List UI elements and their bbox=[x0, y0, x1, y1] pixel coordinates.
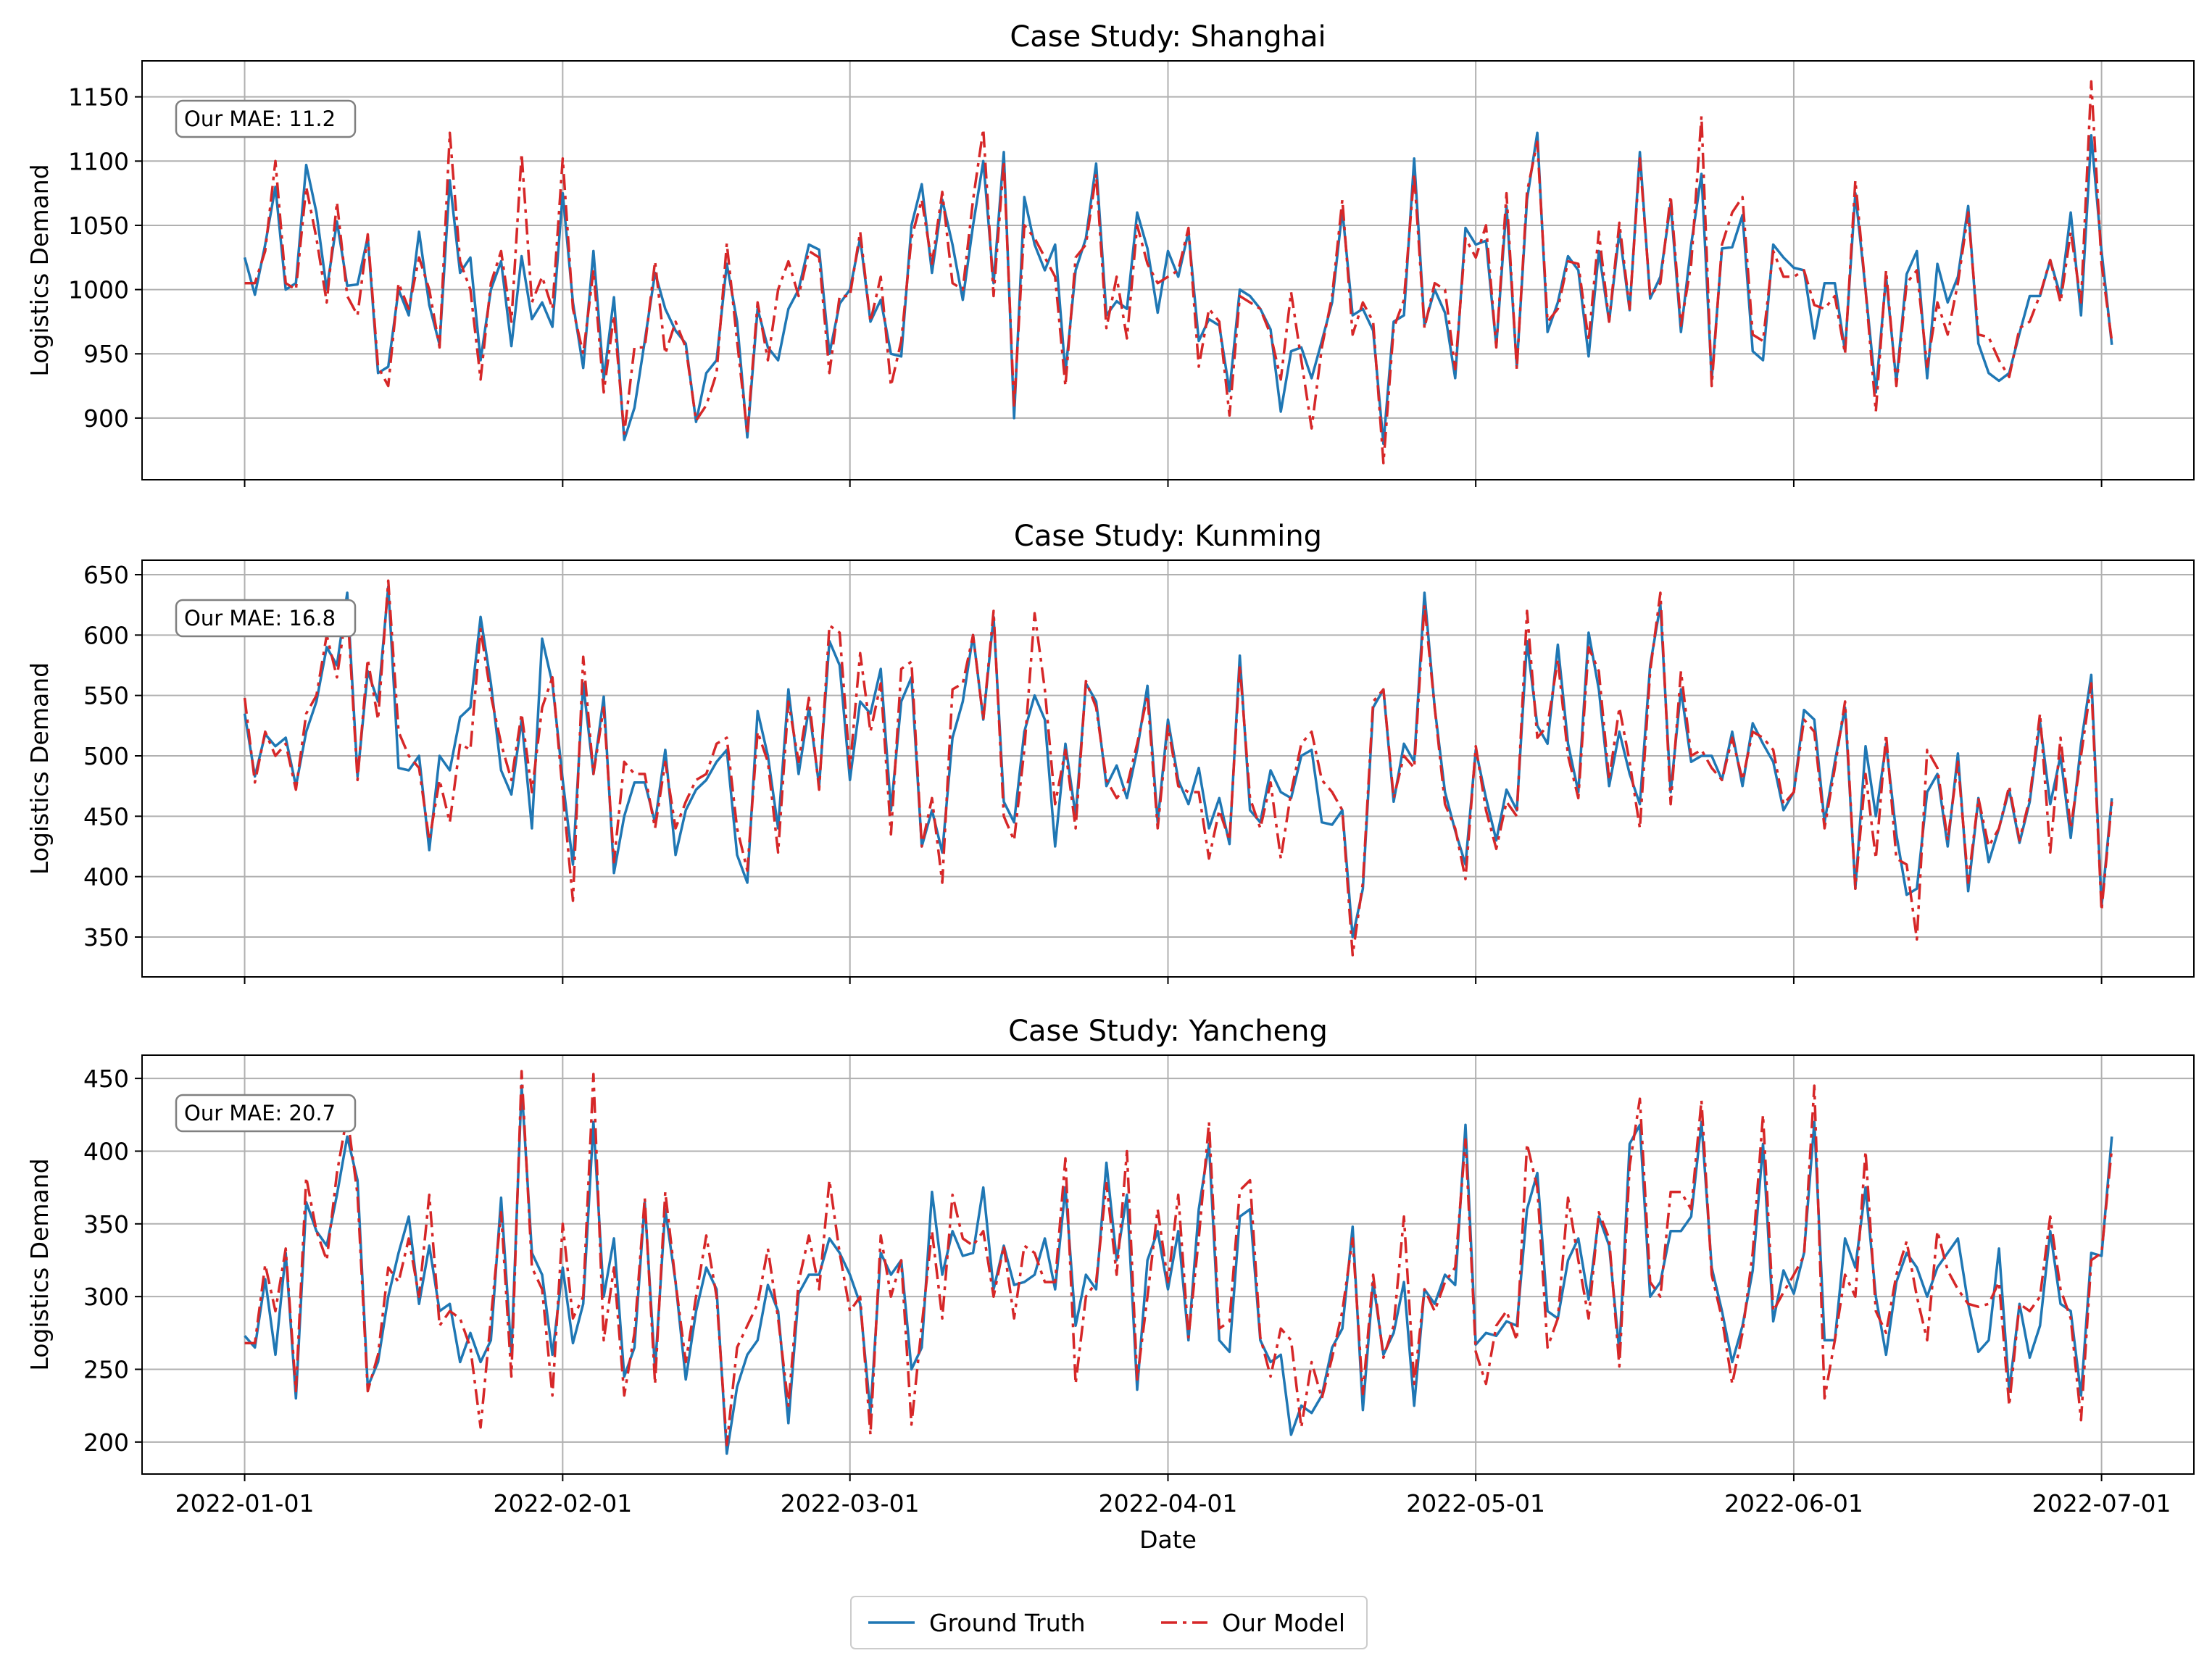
y-tick-label: 1000 bbox=[68, 276, 129, 304]
chart-title: Case Study: Shanghai bbox=[1010, 20, 1326, 54]
chart-title: Case Study: Yancheng bbox=[1008, 1015, 1328, 1048]
legend-ground-truth-label: Ground Truth bbox=[929, 1609, 1086, 1637]
y-tick-label: 350 bbox=[83, 1210, 129, 1239]
y-axis-label: Logistics Demand bbox=[25, 1158, 54, 1370]
y-tick-label: 650 bbox=[83, 561, 129, 589]
legend-our-model-label: Our Model bbox=[1222, 1609, 1345, 1637]
mae-annotation-box bbox=[175, 99, 357, 138]
mae-annotation: Our MAE: 11.2 bbox=[184, 107, 336, 131]
our-model-line bbox=[244, 1070, 2113, 1446]
y-tick-label: 300 bbox=[83, 1283, 129, 1311]
y-tick-label: 1100 bbox=[68, 147, 129, 175]
axes-frame bbox=[141, 1054, 2195, 1475]
y-tick-label: 1050 bbox=[68, 212, 129, 240]
mae-annotation: Our MAE: 20.7 bbox=[184, 1101, 336, 1125]
x-tick-label: 2022-04-01 bbox=[1099, 1489, 1238, 1518]
x-tick-label: 2022-02-01 bbox=[493, 1489, 632, 1518]
subplot-2: Case Study: Kunming 350 400 450 500 550 600 650… bbox=[25, 520, 2195, 984]
subplot-3: Case Study: Yancheng 2022-01-01 2022-02-01… bbox=[25, 1015, 2195, 1554]
y-tick-label: 250 bbox=[83, 1356, 129, 1384]
y-tick-label: 550 bbox=[83, 682, 129, 710]
ground-truth-line bbox=[243, 131, 2113, 446]
y-tick-label: 500 bbox=[83, 742, 129, 770]
x-tick-label: 2022-05-01 bbox=[1406, 1489, 1545, 1518]
x-tick-label: 2022-06-01 bbox=[1724, 1489, 1863, 1518]
our-model-line bbox=[243, 579, 2113, 957]
y-tick-label: 450 bbox=[83, 802, 129, 830]
y-tick-label: 350 bbox=[83, 923, 129, 952]
y-tick-label: 400 bbox=[83, 1137, 129, 1165]
y-axis-label: Logistics Demand bbox=[25, 164, 54, 376]
y-tick-label: 450 bbox=[83, 1065, 129, 1093]
subplot-1: Case Study: Shanghai 900 950 1000 1050 1100 11… bbox=[25, 20, 2195, 487]
y-tick-label: 400 bbox=[83, 863, 129, 891]
y-tick-label: 600 bbox=[83, 621, 129, 649]
our-model-line bbox=[244, 80, 2113, 465]
x-tick-label: 2022-07-01 bbox=[2032, 1489, 2171, 1518]
x-tick-label: 2022-01-01 bbox=[175, 1489, 315, 1518]
legend: Ground Truth Our Model bbox=[850, 1596, 1368, 1649]
axes-frame bbox=[141, 60, 2195, 480]
axes-frame bbox=[141, 559, 2195, 978]
mae-annotation-box bbox=[175, 599, 357, 638]
mae-annotation-box bbox=[175, 1094, 357, 1133]
legend-frame bbox=[850, 1596, 1368, 1649]
y-tick-label: 950 bbox=[83, 340, 129, 368]
x-axis-label: Date bbox=[1139, 1525, 1197, 1554]
y-tick-label: 200 bbox=[83, 1428, 129, 1457]
y-tick-label: 1150 bbox=[68, 83, 129, 112]
chart-title: Case Study: Kunming bbox=[1014, 520, 1322, 553]
y-tick-label: 900 bbox=[83, 404, 129, 433]
x-tick-label: 2022-03-01 bbox=[781, 1489, 920, 1518]
y-axis-label: Logistics Demand bbox=[25, 662, 54, 875]
subplots: Case Study: Shanghai 900 950 1000 1050 1100 11… bbox=[25, 20, 2195, 1554]
mae-annotation: Our MAE: 16.8 bbox=[184, 606, 336, 630]
